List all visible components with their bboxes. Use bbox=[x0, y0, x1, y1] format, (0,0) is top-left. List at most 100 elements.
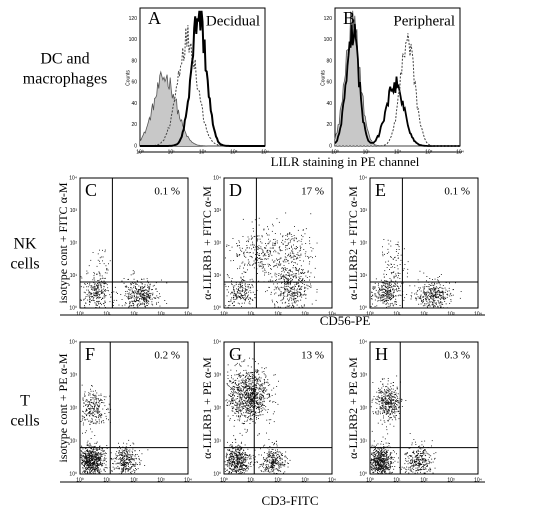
dot bbox=[243, 253, 245, 254]
dot bbox=[272, 454, 274, 456]
dot bbox=[251, 284, 253, 285]
dot bbox=[100, 393, 102, 395]
dot bbox=[90, 293, 91, 295]
dot bbox=[378, 291, 380, 293]
dot bbox=[126, 286, 128, 288]
dot bbox=[437, 290, 439, 291]
dot bbox=[255, 412, 256, 413]
dot bbox=[100, 459, 102, 461]
dot bbox=[279, 258, 281, 260]
dot bbox=[238, 473, 240, 474]
dot bbox=[305, 297, 307, 299]
dot bbox=[251, 382, 253, 383]
dot bbox=[286, 279, 288, 281]
dot bbox=[274, 461, 275, 463]
dot bbox=[295, 262, 296, 264]
dot bbox=[98, 401, 100, 403]
dot bbox=[261, 258, 262, 260]
dot bbox=[99, 457, 101, 458]
dot bbox=[227, 306, 229, 308]
dot bbox=[128, 473, 130, 475]
dot bbox=[281, 461, 283, 463]
dot bbox=[95, 456, 97, 458]
dot bbox=[134, 470, 136, 472]
dot bbox=[288, 279, 290, 280]
dot bbox=[250, 418, 252, 420]
dot bbox=[248, 377, 250, 379]
dot bbox=[93, 464, 95, 466]
dot bbox=[248, 382, 250, 384]
dot bbox=[84, 460, 85, 462]
dot bbox=[291, 302, 293, 304]
dot bbox=[389, 282, 391, 284]
dot bbox=[274, 306, 276, 308]
dot bbox=[96, 462, 98, 464]
dot bbox=[124, 464, 126, 465]
dot bbox=[102, 260, 103, 262]
dot bbox=[263, 458, 264, 460]
dot bbox=[410, 298, 412, 300]
dot bbox=[94, 294, 96, 296]
dot bbox=[101, 297, 103, 299]
dot bbox=[429, 278, 431, 279]
dot bbox=[394, 256, 396, 258]
y-tick-label: 10³ bbox=[214, 208, 222, 214]
dot bbox=[243, 299, 245, 300]
dot bbox=[142, 303, 144, 305]
dot bbox=[133, 285, 135, 287]
dot bbox=[261, 267, 263, 269]
dot bbox=[301, 238, 303, 240]
dot bbox=[266, 232, 267, 234]
dot bbox=[286, 305, 288, 307]
dot bbox=[274, 244, 276, 246]
dot bbox=[260, 411, 262, 413]
dot bbox=[128, 439, 130, 441]
dot bbox=[285, 284, 287, 285]
dot bbox=[291, 260, 293, 262]
dot bbox=[123, 442, 124, 444]
dot bbox=[149, 288, 151, 290]
dot bbox=[140, 282, 142, 284]
dot bbox=[419, 298, 421, 299]
dot bbox=[247, 448, 249, 450]
dot bbox=[104, 251, 106, 253]
dot bbox=[264, 389, 265, 391]
dot bbox=[241, 434, 243, 436]
dot bbox=[248, 388, 249, 389]
dot bbox=[259, 257, 261, 259]
dot bbox=[108, 403, 110, 405]
y-tick-label: 10⁴ bbox=[213, 175, 221, 181]
dot bbox=[243, 297, 245, 299]
dot bbox=[291, 236, 293, 237]
dot bbox=[234, 389, 235, 391]
dot bbox=[373, 288, 374, 290]
dot bbox=[238, 451, 240, 453]
dot bbox=[97, 293, 99, 294]
dot bbox=[243, 461, 245, 463]
dot bbox=[242, 452, 244, 454]
dot bbox=[227, 415, 229, 417]
dot bbox=[156, 302, 157, 304]
dot bbox=[434, 291, 436, 293]
dot bbox=[243, 267, 244, 269]
dot bbox=[244, 397, 246, 399]
dot bbox=[288, 279, 289, 281]
dot bbox=[253, 267, 255, 269]
y-tick-label: 120 bbox=[324, 16, 333, 22]
dot bbox=[288, 282, 290, 284]
dot bbox=[390, 272, 392, 273]
dot bbox=[285, 246, 287, 248]
dot bbox=[88, 463, 89, 465]
dot bbox=[98, 406, 100, 407]
dot bbox=[92, 471, 94, 473]
dot bbox=[84, 458, 86, 459]
dot bbox=[236, 415, 238, 417]
dot bbox=[119, 450, 120, 452]
dot bbox=[392, 288, 394, 290]
dot bbox=[97, 412, 99, 414]
dot bbox=[124, 460, 126, 461]
dot bbox=[254, 461, 256, 463]
dot bbox=[98, 456, 100, 458]
dot bbox=[133, 303, 134, 304]
dot bbox=[236, 388, 238, 390]
